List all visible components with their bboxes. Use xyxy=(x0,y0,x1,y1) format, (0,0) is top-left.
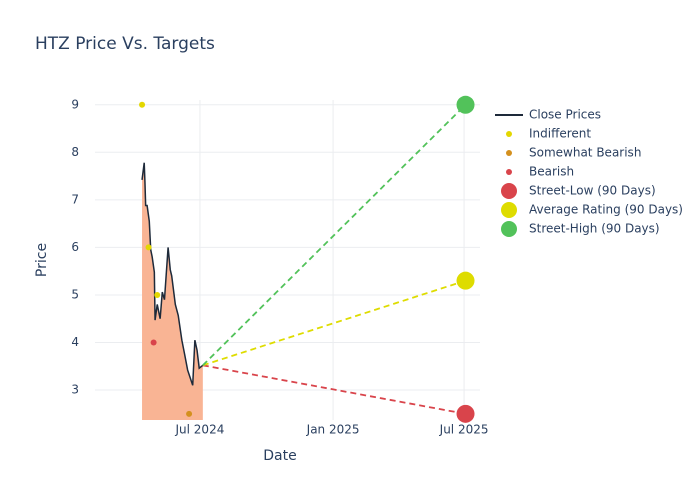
legend-item: Average Rating (90 Days) xyxy=(501,202,683,218)
x-tick-label: Jul 2024 xyxy=(175,423,225,437)
legend-symbol xyxy=(501,183,517,199)
y-tick-label: 8 xyxy=(71,145,79,159)
x-tick-label: Jan 2025 xyxy=(306,423,360,437)
legend-label: Street-High (90 Days) xyxy=(529,222,660,236)
plot-area xyxy=(139,101,204,420)
legend-item: Bearish xyxy=(506,165,574,179)
legend-item: Street-Low (90 Days) xyxy=(501,183,656,199)
legend-item: Street-High (90 Days) xyxy=(501,221,660,237)
legend-symbol xyxy=(501,202,517,218)
legend-label: Average Rating (90 Days) xyxy=(529,203,683,217)
legend-label: Indifferent xyxy=(529,127,591,141)
legend-symbol xyxy=(506,150,512,156)
target-marker xyxy=(456,404,475,423)
target-marker xyxy=(456,271,475,290)
legend-item: Close Prices xyxy=(495,108,601,122)
target-marker xyxy=(456,95,475,114)
target-line xyxy=(202,279,466,367)
legend-label: Close Prices xyxy=(529,108,601,122)
y-tick-label: 4 xyxy=(71,335,79,349)
legend-symbol xyxy=(506,131,512,137)
y-axis-label: Price xyxy=(34,243,50,277)
y-tick-label: 6 xyxy=(71,240,79,254)
y-tick-label: 9 xyxy=(71,97,79,111)
legend-symbol xyxy=(506,169,512,175)
rating-point xyxy=(154,291,161,298)
rating-point xyxy=(139,101,146,108)
close-line xyxy=(141,162,204,386)
legend-label: Somewhat Bearish xyxy=(529,146,641,160)
y-tick-label: 7 xyxy=(71,192,79,206)
close-area xyxy=(142,162,203,420)
legend-label: Street-Low (90 Days) xyxy=(529,184,656,198)
rating-point xyxy=(186,410,193,417)
y-tick-label: 5 xyxy=(71,287,79,301)
x-tick-label: Jul 2025 xyxy=(439,423,489,437)
target-line xyxy=(202,104,467,366)
x-axis-label: Date xyxy=(263,448,296,464)
chart-title: HTZ Price Vs. Targets xyxy=(35,34,215,54)
legend-item: Somewhat Bearish xyxy=(506,146,641,160)
legend-item: Indifferent xyxy=(506,127,591,141)
target-line xyxy=(202,364,466,415)
rating-point xyxy=(145,244,152,251)
y-tick-label: 3 xyxy=(71,383,79,397)
rating-point xyxy=(150,339,157,346)
legend-label: Bearish xyxy=(529,165,574,179)
legend-symbol xyxy=(501,221,517,237)
